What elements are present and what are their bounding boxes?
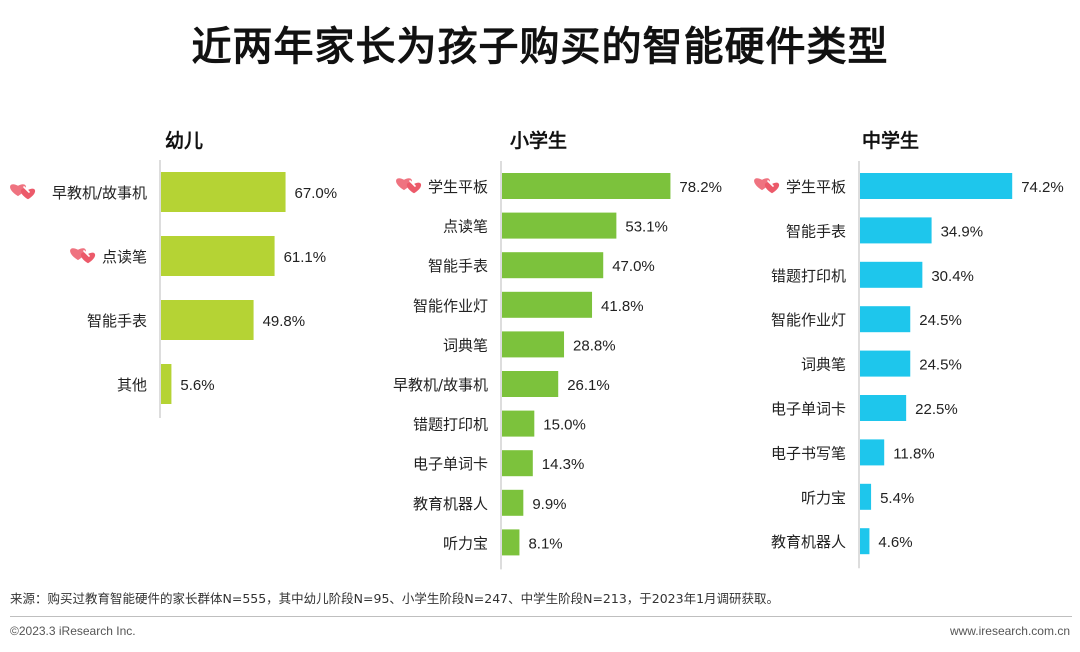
data-label: 4.6% [878, 534, 912, 551]
category-label: 词典笔 [443, 336, 488, 354]
panel-title: 幼儿 [165, 129, 203, 152]
data-label: 14.3% [542, 456, 585, 473]
category-label: 电子单词卡 [413, 455, 488, 473]
category-label: 智能作业灯 [413, 297, 488, 315]
data-label: 78.2% [679, 179, 722, 196]
category-label: 错题打印机 [771, 267, 846, 285]
bar [860, 528, 870, 555]
category-label: 学生平板 [786, 178, 846, 196]
data-label: 34.9% [941, 223, 984, 240]
data-label: 53.1% [625, 219, 668, 236]
category-label: 错题打印机 [413, 416, 488, 434]
data-label: 15.0% [543, 417, 586, 434]
data-label: 49.8% [263, 313, 306, 330]
data-label: 5.4% [880, 490, 914, 507]
panel-title: 中学生 [862, 129, 919, 152]
data-label: 41.8% [601, 298, 644, 315]
category-label: 听力宝 [443, 534, 488, 552]
bar [860, 395, 907, 421]
data-label: 30.4% [931, 268, 974, 285]
category-label: 智能手表 [786, 222, 846, 240]
data-label: 9.9% [532, 496, 566, 513]
bar [860, 439, 885, 466]
bar [502, 410, 535, 437]
bar [860, 217, 932, 244]
bar [502, 371, 559, 397]
category-label: 电子单词卡 [771, 400, 846, 418]
category-label: 学生平板 [428, 178, 488, 196]
category-label: 词典笔 [801, 356, 846, 374]
footer-divider [10, 616, 1072, 617]
bar [161, 364, 172, 404]
category-label: 教育机器人 [413, 495, 488, 513]
bar [502, 529, 520, 556]
data-label: 11.8% [893, 445, 934, 462]
category-label: 其他 [117, 376, 147, 394]
category-label: 点读笔 [102, 248, 147, 266]
data-label: 67.0% [295, 185, 338, 202]
bar [502, 252, 604, 279]
category-label: 早教机/故事机 [52, 184, 147, 202]
category-label: 电子书写笔 [771, 444, 846, 462]
category-label: 智能手表 [428, 257, 488, 275]
bar [161, 300, 254, 340]
page-title: 近两年家长为孩子购买的智能硬件类型 [191, 24, 889, 70]
bar [161, 172, 286, 212]
data-label: 47.0% [612, 258, 655, 275]
copyright-text: ©2023.3 iResearch Inc. [10, 624, 136, 638]
bar [502, 291, 593, 318]
bar [860, 350, 911, 377]
bar [860, 261, 923, 288]
bar [502, 450, 533, 477]
data-label: 61.1% [284, 249, 327, 266]
bar [502, 173, 671, 199]
category-label: 教育机器人 [771, 533, 846, 551]
data-label: 26.1% [567, 377, 610, 394]
website-text: www.iresearch.com.cn [949, 624, 1070, 638]
bar [860, 306, 911, 333]
bar [161, 236, 275, 276]
bar [502, 489, 524, 516]
data-label: 24.5% [919, 312, 962, 329]
data-label: 5.6% [180, 377, 214, 394]
data-label: 24.5% [919, 357, 962, 374]
data-label: 22.5% [915, 401, 958, 418]
bar [502, 212, 617, 239]
heart-icon [10, 184, 36, 200]
category-label: 智能手表 [87, 312, 147, 330]
data-label: 8.1% [528, 535, 562, 552]
data-label: 74.2% [1021, 179, 1064, 196]
data-label: 28.8% [573, 337, 616, 354]
category-label: 听力宝 [801, 489, 846, 507]
heart-icon [396, 178, 422, 194]
bar [502, 331, 565, 358]
heart-icon [754, 178, 780, 194]
source-note: 来源：购买过教育智能硬件的家长群体N=555，其中幼儿阶段N=95、小学生阶段N… [10, 591, 780, 606]
category-label: 智能作业灯 [771, 311, 846, 329]
category-label: 早教机/故事机 [393, 376, 488, 394]
bar [860, 483, 872, 510]
heart-icon [70, 248, 96, 264]
panel-title: 小学生 [510, 129, 567, 152]
category-label: 点读笔 [443, 218, 488, 236]
bar [860, 173, 1013, 199]
